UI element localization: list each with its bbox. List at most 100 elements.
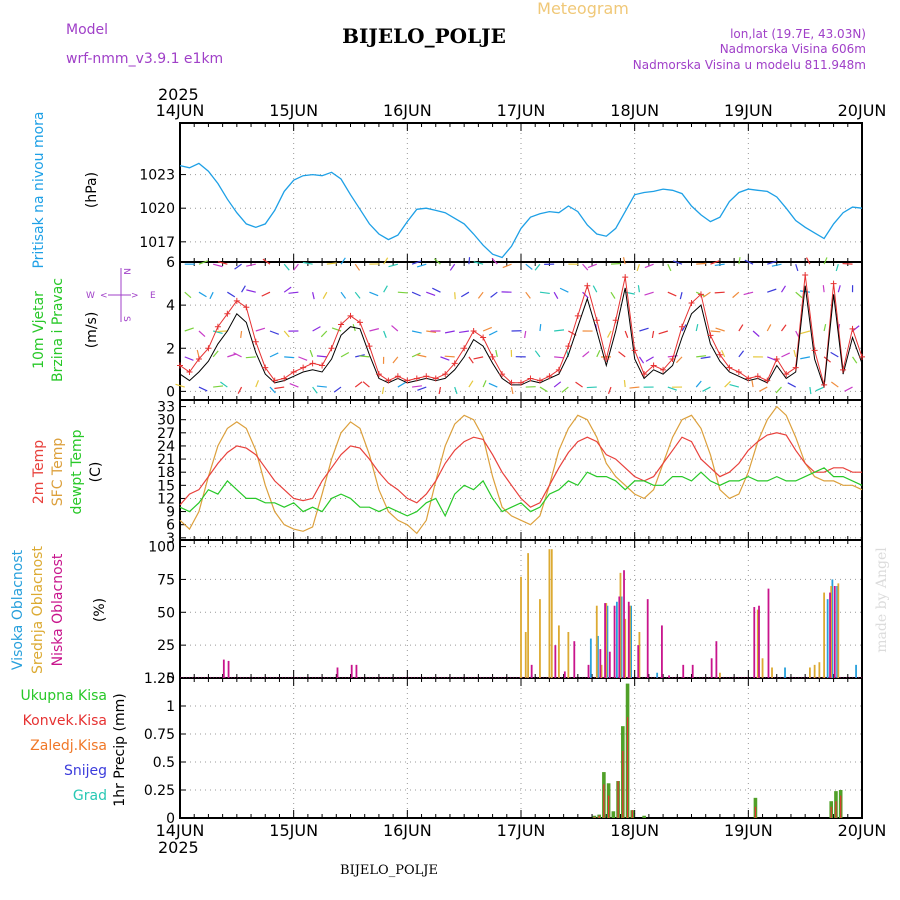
temp-title-sfc: SFC Temp xyxy=(50,438,66,507)
wind-arrow xyxy=(198,386,208,392)
wind-arrow xyxy=(823,257,828,265)
wind-arrow xyxy=(771,263,782,267)
wind-arrow xyxy=(629,386,640,389)
y-tick-label-temp: 18 xyxy=(157,465,175,481)
wind-arrow xyxy=(198,291,207,298)
low-cloud-bar xyxy=(661,625,663,678)
high-cloud-bar xyxy=(606,605,609,678)
wind-arrow xyxy=(751,380,754,388)
low-cloud-bar xyxy=(599,649,602,678)
gust-marker xyxy=(811,347,818,354)
gust-marker xyxy=(527,375,534,382)
panel-pressure: 1017 1020 1023 xyxy=(139,122,863,263)
wind-arrow xyxy=(582,291,589,299)
wind-arrow xyxy=(411,385,422,388)
low-cloud-bar xyxy=(668,675,670,678)
y-tick-label-wind: 6 xyxy=(166,255,175,271)
wind-arrow xyxy=(213,263,223,268)
gust-marker xyxy=(451,360,458,367)
wind-arrow xyxy=(320,330,328,338)
wind-arrow xyxy=(667,386,677,391)
gust-marker xyxy=(508,379,515,386)
wind-arrow xyxy=(233,352,242,358)
precip-unit: 1hr Precip (mm) xyxy=(112,693,128,806)
wind-arrow xyxy=(587,263,597,269)
gust-marker xyxy=(859,353,865,360)
wind-arrow xyxy=(534,350,541,358)
gust-marker xyxy=(631,347,638,354)
wind-arrow xyxy=(702,386,711,392)
wind-arrow xyxy=(312,326,321,332)
wind-arrow xyxy=(411,330,422,334)
wind-arrow xyxy=(610,262,621,265)
gust-marker xyxy=(735,368,742,375)
wind-arrow xyxy=(333,386,342,393)
low-cloud-bar xyxy=(691,664,694,678)
dewpoint-line xyxy=(179,467,863,518)
wind-arrow xyxy=(416,263,427,268)
wind-arrow xyxy=(539,291,550,295)
wind-arrow xyxy=(559,287,569,293)
mid-cloud-bar xyxy=(595,605,598,678)
wind-arrow xyxy=(196,349,200,358)
wind-arrow xyxy=(667,291,677,297)
wind-arrow xyxy=(331,327,342,332)
wind-arrow xyxy=(262,258,271,265)
gust-marker xyxy=(243,304,250,311)
sfc-temp-line xyxy=(179,405,863,535)
high-cloud-bar xyxy=(597,635,599,678)
temp-unit: (C) xyxy=(88,462,104,483)
wind-arrow xyxy=(744,259,754,265)
wind-arrow xyxy=(312,386,318,394)
wind-arrow xyxy=(644,263,654,269)
wind-arrow xyxy=(681,324,687,332)
gust-marker xyxy=(186,368,193,375)
y-tick-label-wind: 4 xyxy=(166,298,175,314)
x-tick-label-bottom: 18JUN xyxy=(610,821,659,840)
wind-arrow xyxy=(246,289,256,293)
gust-marker xyxy=(716,351,723,358)
conv-precip-bar xyxy=(631,810,633,818)
gust-marker xyxy=(745,375,752,382)
gust-marker xyxy=(802,271,809,278)
wind-arrow xyxy=(539,323,542,332)
wind-arrow xyxy=(724,380,731,388)
wind-arrow xyxy=(302,261,313,265)
wind-arrow xyxy=(644,291,654,296)
gust-marker xyxy=(584,282,591,289)
y-tick-label-temp: 3 xyxy=(166,531,175,547)
wind-speed-line xyxy=(179,285,863,388)
wind-arrow xyxy=(491,257,498,265)
wind-arrow xyxy=(592,285,598,293)
wind-arrow xyxy=(473,356,484,360)
wind-arrow xyxy=(241,285,246,293)
wind-arrow xyxy=(212,350,219,358)
low-cloud-bar xyxy=(758,605,760,678)
low-cloud-bar xyxy=(646,599,649,678)
y-tick-label-pressure: 1023 xyxy=(139,168,175,184)
low-cloud-bar xyxy=(587,664,590,678)
wind-gust-line xyxy=(179,274,863,386)
low-cloud-bar xyxy=(222,659,225,678)
wind-arrow xyxy=(805,257,811,265)
wind-arrow xyxy=(274,386,285,390)
gust-marker xyxy=(565,343,572,350)
wind-arrow xyxy=(622,257,626,265)
compass-arrow-left: < xyxy=(100,291,108,301)
wind-arrow xyxy=(388,263,399,268)
meteogram-label: Meteogram xyxy=(537,0,629,18)
gust-marker xyxy=(480,334,487,341)
gust-marker xyxy=(252,338,259,345)
gust-marker xyxy=(423,373,430,380)
wind-arrow xyxy=(460,291,470,298)
wind-arrow xyxy=(488,382,498,388)
gust-marker xyxy=(849,325,856,332)
y-tick-label-wind: 2 xyxy=(166,341,175,357)
wind-arrow xyxy=(473,261,484,265)
x-tick-label-top: 16JUN xyxy=(383,101,432,120)
y-tick-label-precip: 0.25 xyxy=(144,783,175,799)
conv-precip-bar xyxy=(830,806,832,818)
wind-arrow xyxy=(676,356,683,364)
gust-marker xyxy=(309,360,316,367)
